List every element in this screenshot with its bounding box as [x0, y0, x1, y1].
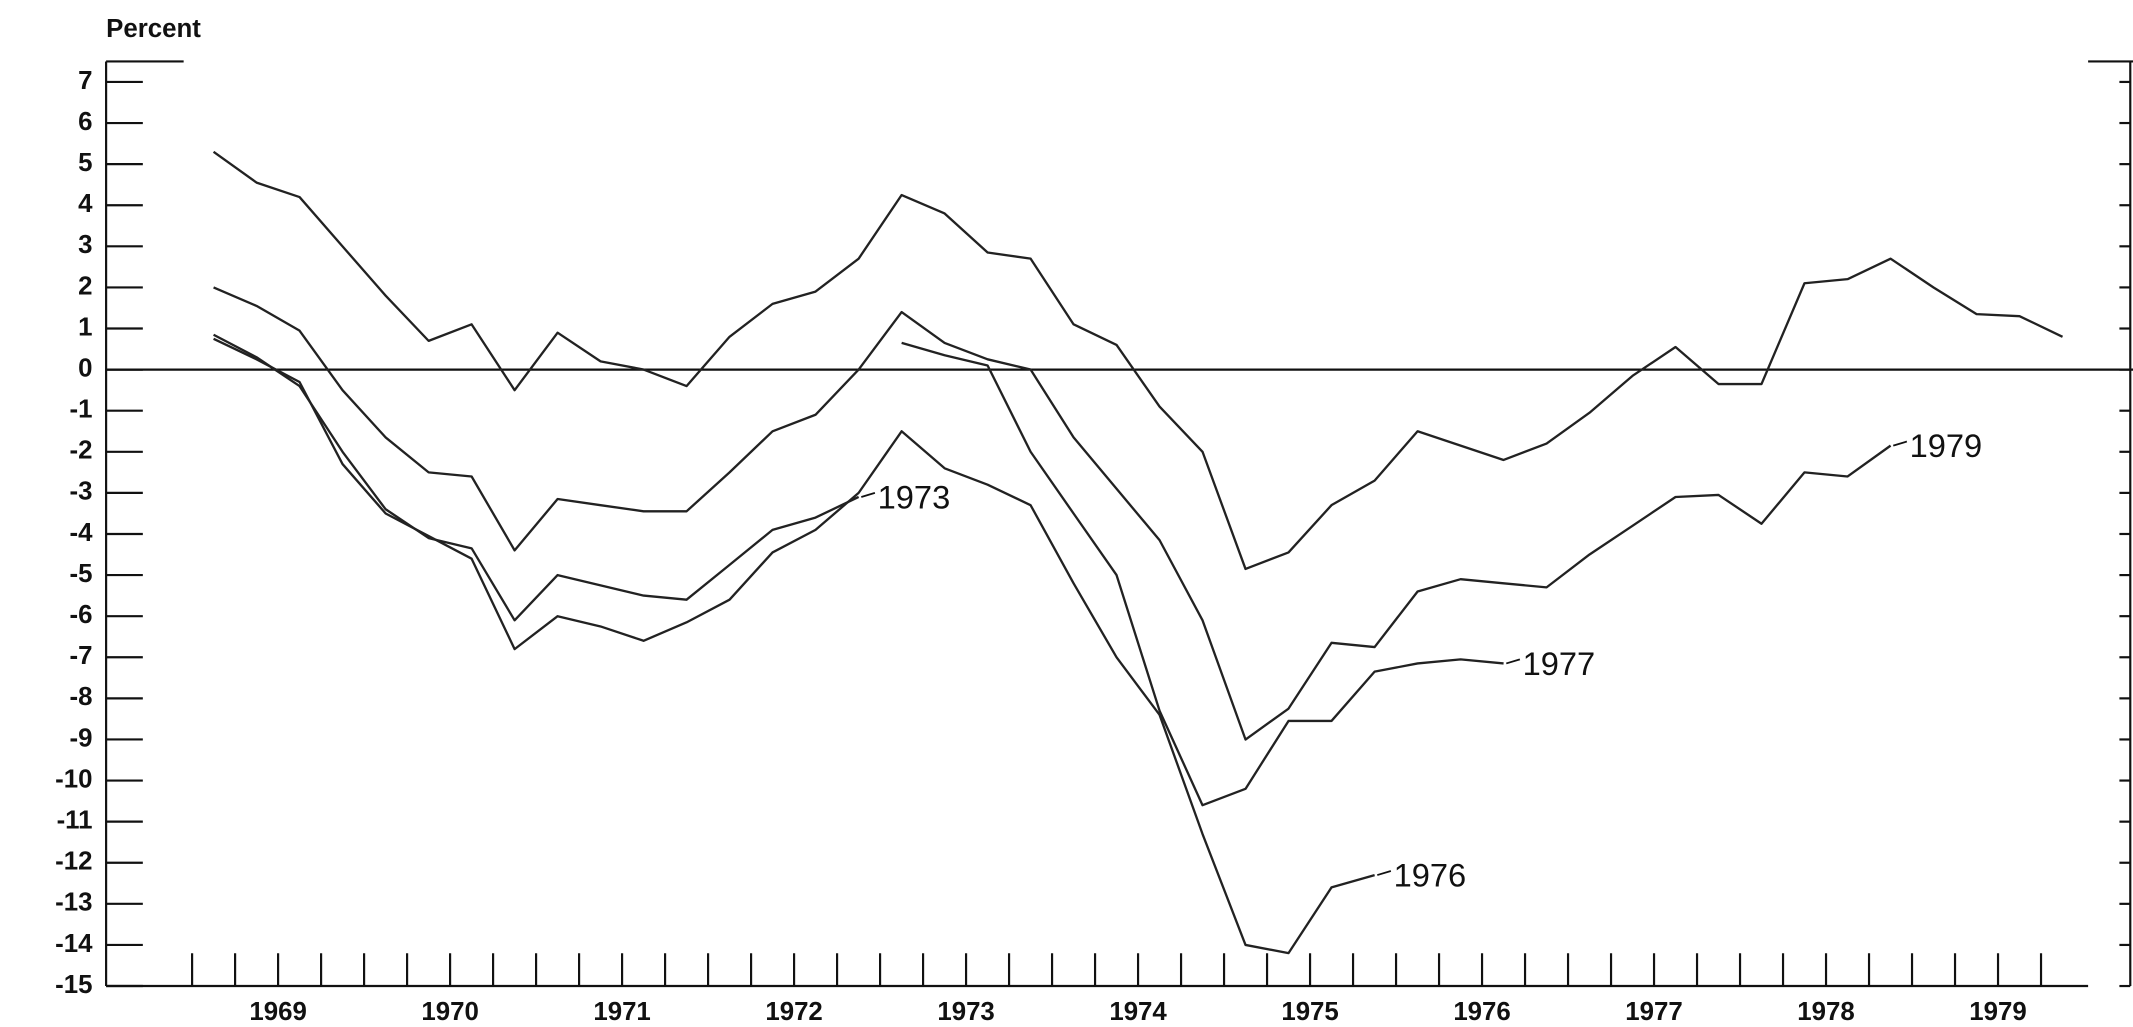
label-leader — [1893, 440, 1908, 447]
series-label: 1979 — [1910, 427, 1983, 464]
y-tick-label: -7 — [70, 642, 93, 670]
y-tick-label: 2 — [78, 272, 92, 300]
y-tick-label: -15 — [55, 971, 92, 999]
label-leader — [861, 492, 876, 498]
x-tick-label: 1979 — [1969, 998, 2026, 1026]
series-label: 1973 — [878, 478, 951, 515]
x-tick-label: 1977 — [1625, 998, 1682, 1026]
series-line — [212, 150, 2064, 571]
y-tick-label: 6 — [78, 108, 92, 136]
y-tick-label: -13 — [55, 889, 92, 917]
y-tick-label: -4 — [70, 519, 94, 547]
x-tick-label: 1969 — [249, 998, 306, 1026]
y-tick-label: 0 — [78, 354, 92, 382]
y-tick-label: 3 — [78, 231, 92, 259]
label-leader — [1377, 870, 1392, 876]
y-tick-label: -14 — [55, 930, 93, 958]
y-axis-label: Percent — [106, 15, 201, 43]
series-line — [213, 286, 1892, 741]
x-tick-label: 1970 — [421, 998, 478, 1026]
y-tick-label: 7 — [78, 67, 92, 95]
y-tick-label: -11 — [57, 806, 93, 834]
x-tick-label: 1978 — [1797, 998, 1854, 1026]
x-tick-label: 1972 — [765, 998, 822, 1026]
series-line — [213, 333, 860, 622]
label-leader — [1506, 658, 1521, 665]
x-tick-label: 1971 — [593, 998, 650, 1026]
x-tick-label: 1976 — [1453, 998, 1510, 1026]
series-label: 1977 — [1523, 645, 1596, 682]
y-tick-label: -12 — [55, 848, 92, 876]
y-tick-label: -8 — [70, 683, 93, 711]
x-tick-label: 1975 — [1281, 998, 1338, 1026]
series-line — [213, 337, 1375, 955]
y-tick-label: -1 — [70, 396, 93, 424]
y-tick-label: -2 — [70, 437, 93, 465]
y-tick-label: 5 — [78, 149, 92, 177]
y-tick-label: 4 — [78, 190, 93, 218]
y-tick-label: -5 — [70, 560, 93, 588]
series-label: 1976 — [1394, 856, 1467, 893]
x-tick-label: 1973 — [937, 998, 994, 1026]
x-tick-label: 1974 — [1109, 998, 1167, 1026]
y-tick-label: -3 — [70, 478, 93, 506]
frame — [105, 60, 2133, 988]
series-line — [901, 341, 1504, 807]
y-tick-label: 1 — [78, 313, 92, 341]
y-tick-label: -10 — [55, 765, 92, 793]
y-tick-label: -6 — [70, 601, 93, 629]
y-tick-label: -9 — [70, 724, 93, 752]
